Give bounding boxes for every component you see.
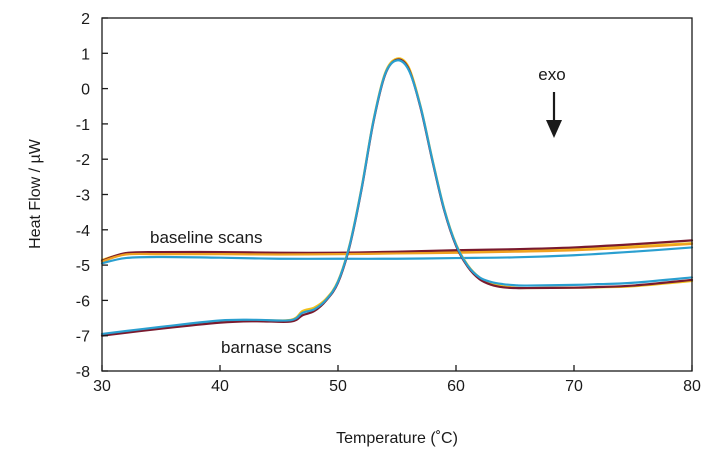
x-tick-label: 40 bbox=[211, 378, 229, 395]
x-tick-label: 60 bbox=[447, 378, 465, 395]
y-tick-label: -8 bbox=[76, 364, 90, 381]
y-tick-label: -4 bbox=[76, 223, 90, 240]
x-tick-label: 70 bbox=[565, 378, 583, 395]
plot-frame bbox=[101, 17, 693, 372]
series-layer bbox=[100, 57, 694, 337]
annotation-baseline-scans: baseline scans bbox=[150, 228, 262, 247]
y-tick-label: -2 bbox=[76, 152, 90, 169]
axes-layer bbox=[101, 17, 693, 372]
y-tick-label: 1 bbox=[81, 46, 90, 63]
x-axis-title: Temperature (˚C) bbox=[336, 430, 458, 447]
y-tick-label: -5 bbox=[76, 258, 90, 275]
series-line-6 bbox=[100, 59, 694, 336]
x-tick-label: 80 bbox=[683, 378, 701, 395]
series-line-2 bbox=[100, 242, 694, 263]
y-tick-label: -7 bbox=[76, 329, 90, 346]
annotation-barnase-scans: barnase scans bbox=[221, 338, 332, 357]
exo-arrow-icon bbox=[546, 92, 562, 138]
tick-layer: 30 40 50 60 70 80 2 1 0 -1 -2 -3 -4 -5 -6 -7 -8 bbox=[76, 11, 701, 395]
y-tick-label: 0 bbox=[81, 82, 90, 99]
y-tick-label: -3 bbox=[76, 188, 90, 205]
series-line-3 bbox=[100, 246, 694, 265]
y-axis-title: Heat Flow / µW bbox=[27, 138, 44, 249]
series-line-4 bbox=[100, 57, 694, 337]
series-line-5 bbox=[100, 58, 694, 337]
y-tick-label: 2 bbox=[81, 11, 90, 28]
annotation-exo: exo bbox=[538, 65, 565, 84]
x-tick-label: 30 bbox=[93, 378, 111, 395]
x-tick-label: 50 bbox=[329, 378, 347, 395]
y-tick-label: -1 bbox=[76, 117, 90, 134]
y-tick-label: -6 bbox=[76, 293, 90, 310]
series-line-1 bbox=[100, 239, 694, 262]
